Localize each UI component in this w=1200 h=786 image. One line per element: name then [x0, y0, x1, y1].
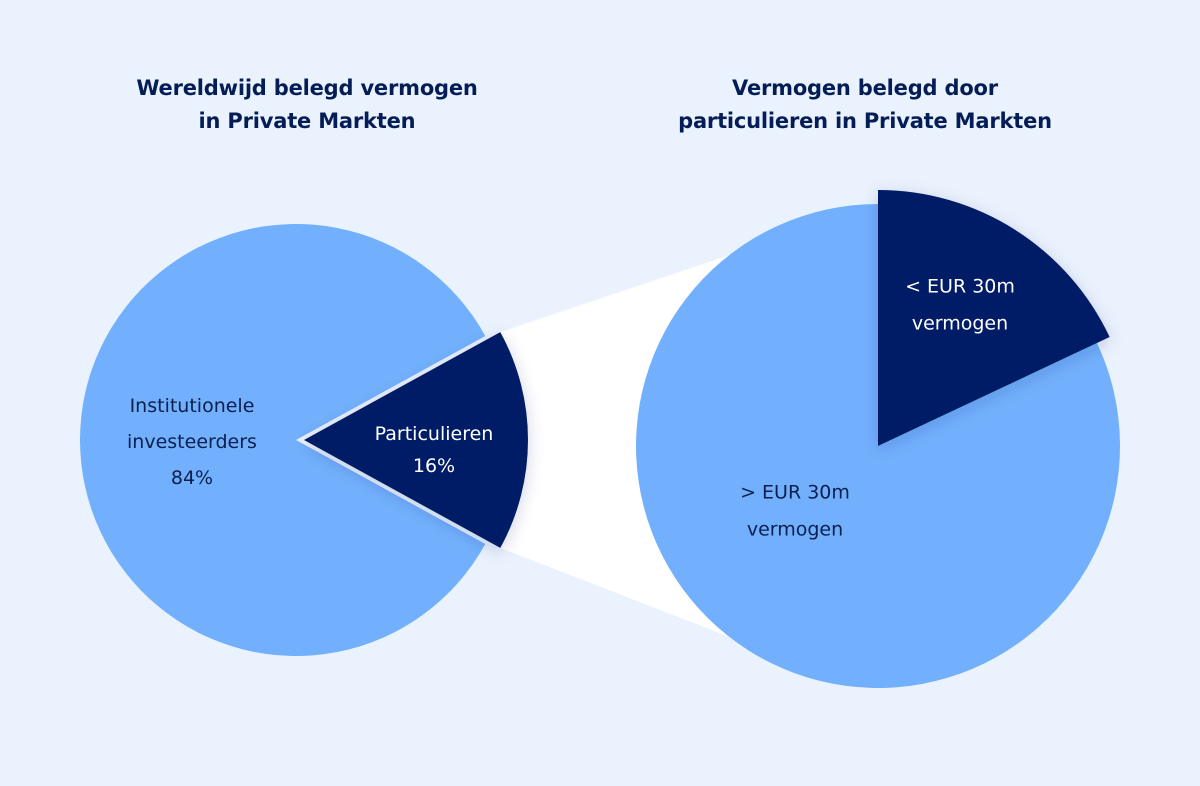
pie-slice-particulieren [304, 332, 528, 548]
pie-slice-minder-dan-eur-30m [878, 190, 1110, 446]
label-minder-dan-eur-30m-line-1: < EUR 30m [905, 276, 1015, 298]
label-meer-dan-eur-30m-line-1: > EUR 30m [740, 482, 850, 504]
right-chart-title-line-1: Vermogen belegd door [732, 76, 998, 100]
left-chart-title-line-1: Wereldwijd belegd vermogen [136, 76, 478, 100]
label-minder-dan-eur-30m-line-2: vermogen [912, 313, 1008, 335]
right-pie-chart [636, 190, 1121, 688]
label-institutionele-investeerders-line-3: 84% [171, 467, 213, 489]
left-pie-chart [79, 223, 528, 656]
label-particulieren-line-2: 16% [413, 455, 455, 477]
label-institutionele-investeerders-line-2: investeerders [127, 431, 257, 453]
label-particulieren-line-1: Particulieren [375, 423, 494, 445]
left-chart-title: Wereldwijd belegd vermogen in Private Ma… [87, 72, 527, 138]
right-chart-title: Vermogen belegd door particulieren in Pr… [645, 72, 1085, 138]
slice-labels: Institutionele investeerders 84% Particulie… [127, 276, 1015, 541]
label-meer-dan-eur-30m-line-2: vermogen [747, 519, 843, 541]
label-institutionele-investeerders-line-1: Institutionele [130, 395, 255, 417]
right-chart-title-line-2: particulieren in Private Markten [678, 109, 1052, 133]
left-chart-title-line-2: in Private Markten [198, 109, 416, 133]
pie-slice-meer-dan-eur-30m [636, 204, 1121, 688]
pie-slice-institutionele-investeerders [79, 223, 486, 656]
